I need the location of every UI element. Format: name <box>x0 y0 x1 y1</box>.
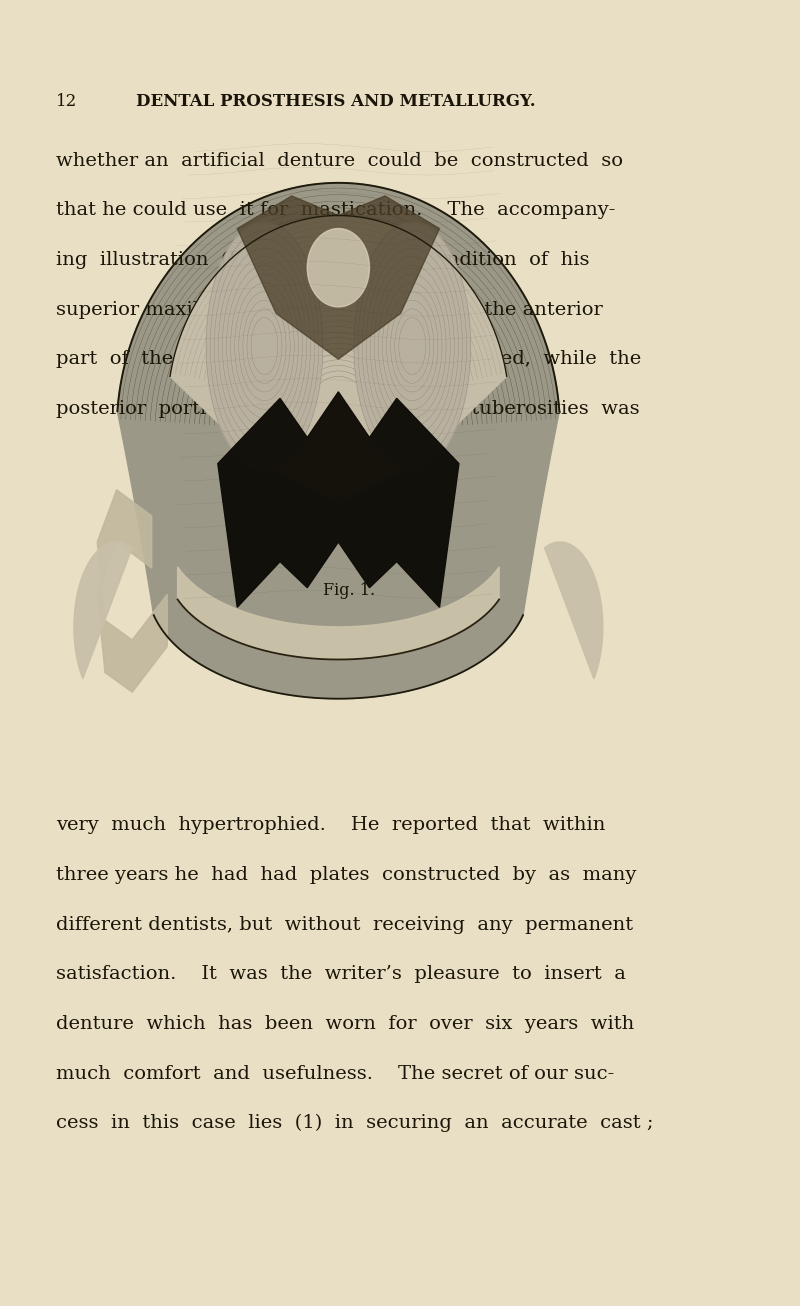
Text: posterior  portion  in  the  region  of  the  tuberosities  was: posterior portion in the region of the t… <box>56 400 640 418</box>
Polygon shape <box>354 222 470 470</box>
Text: whether an  artificial  denture  could  be  constructed  so: whether an artificial denture could be c… <box>56 151 623 170</box>
Polygon shape <box>238 196 439 359</box>
Polygon shape <box>74 542 132 679</box>
Text: superior maxillary.   The  alveolar ridge  in the anterior: superior maxillary. The alveolar ridge i… <box>56 300 602 319</box>
Polygon shape <box>178 567 499 660</box>
Polygon shape <box>170 215 506 503</box>
Text: very  much  hypertrophied.    He  reported  that  within: very much hypertrophied. He reported tha… <box>56 816 606 835</box>
Text: DENTAL PROSTHESIS AND METALLURGY.: DENTAL PROSTHESIS AND METALLURGY. <box>136 93 536 111</box>
Text: 12: 12 <box>56 93 78 111</box>
Polygon shape <box>206 222 323 470</box>
Polygon shape <box>218 392 459 607</box>
Text: Fig. 1.: Fig. 1. <box>323 581 375 599</box>
Text: three years he  had  had  plates  constructed  by  as  many: three years he had had plates constructe… <box>56 866 636 884</box>
Polygon shape <box>307 229 370 307</box>
Text: ing  illustration  (Fig.  i̅)  shows  the  condition  of  his: ing illustration (Fig. i̅) shows the con… <box>56 251 590 269</box>
Text: denture  which  has  been  worn  for  over  six  years  with: denture which has been worn for over six… <box>56 1015 634 1033</box>
Text: that he could use  it for  mastication.    The  accompany-: that he could use it for mastication. Th… <box>56 201 615 219</box>
Polygon shape <box>118 183 559 699</box>
Text: satisfaction.    It  was  the  writer’s  pleasure  to  insert  a: satisfaction. It was the writer’s pleasu… <box>56 965 626 983</box>
Text: much  comfort  and  usefulness.    The secret of our suc-: much comfort and usefulness. The secret … <box>56 1064 614 1083</box>
Polygon shape <box>98 490 167 692</box>
Text: different dentists, but  without  receiving  any  permanent: different dentists, but without receivin… <box>56 916 633 934</box>
Text: part  of  the  mouth  was  completely  absorbed,  while  the: part of the mouth was completely absorbe… <box>56 350 642 368</box>
Text: cess  in  this  case  lies  (1)  in  securing  an  accurate  cast ;: cess in this case lies (1) in securing a… <box>56 1114 654 1132</box>
Polygon shape <box>545 542 603 679</box>
